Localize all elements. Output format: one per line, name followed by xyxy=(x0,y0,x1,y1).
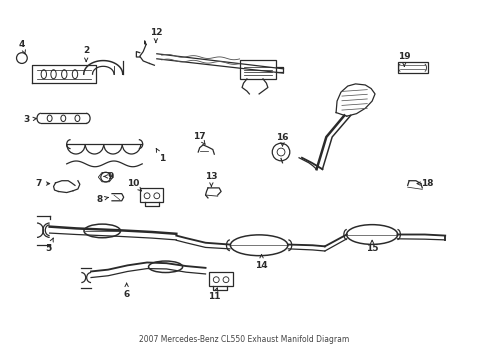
Text: 15: 15 xyxy=(365,240,378,253)
Bar xyxy=(140,188,163,202)
Text: 2: 2 xyxy=(83,46,89,62)
Text: 14: 14 xyxy=(255,255,267,270)
Text: 7: 7 xyxy=(35,179,50,188)
Text: 3: 3 xyxy=(23,115,36,124)
Bar xyxy=(239,60,276,79)
Bar xyxy=(397,62,427,73)
Text: 18: 18 xyxy=(416,179,432,188)
Text: 1: 1 xyxy=(156,148,164,163)
Text: 13: 13 xyxy=(204,172,217,186)
Text: 19: 19 xyxy=(397,52,410,67)
Text: 10: 10 xyxy=(127,179,142,191)
Text: 8: 8 xyxy=(96,195,108,204)
Bar xyxy=(209,272,232,286)
Text: 11: 11 xyxy=(207,288,220,301)
Text: 16: 16 xyxy=(276,133,288,146)
Text: 4: 4 xyxy=(19,40,25,54)
Text: 12: 12 xyxy=(149,28,162,42)
Text: 5: 5 xyxy=(45,238,53,253)
Text: 2007 Mercedes-Benz CL550 Exhaust Manifold Diagram: 2007 Mercedes-Benz CL550 Exhaust Manifol… xyxy=(139,336,349,345)
Text: 6: 6 xyxy=(123,283,129,298)
Text: 17: 17 xyxy=(193,132,205,144)
Text: 9: 9 xyxy=(104,172,114,181)
